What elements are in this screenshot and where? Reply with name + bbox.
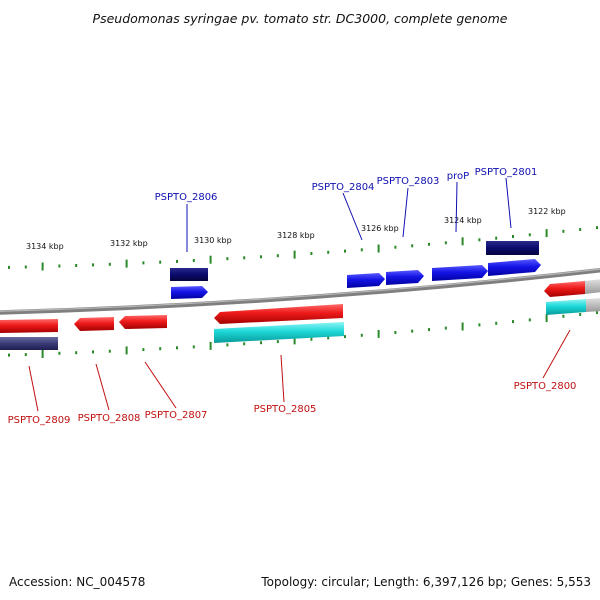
gene-arrow[interactable] xyxy=(0,319,58,333)
gene-arrow[interactable] xyxy=(432,265,488,281)
scale-labels: 3134 kbp 3132 kbp 3130 kbp 3128 kbp 3126… xyxy=(26,207,566,251)
gene-arrow[interactable] xyxy=(386,270,424,285)
reverse-gene-labels: PSPTO_2809 PSPTO_2808 PSPTO_2807 PSPTO_2… xyxy=(8,381,577,426)
scale-label: 3126 kbp xyxy=(361,224,399,233)
gene-arrow[interactable] xyxy=(488,259,541,276)
scale-label: 3122 kbp xyxy=(528,207,566,216)
inner-tick-ring xyxy=(8,311,598,358)
gene-label[interactable]: PSPTO_2804 xyxy=(312,182,375,193)
gene-box[interactable] xyxy=(214,322,344,343)
gene-label[interactable]: PSPTO_2809 xyxy=(8,415,71,426)
gene-arrow[interactable] xyxy=(171,286,208,299)
forward-cog-row xyxy=(170,241,539,281)
label-leaders xyxy=(28,177,571,412)
gene-label[interactable]: PSPTO_2805 xyxy=(254,404,317,415)
gene-label[interactable]: PSPTO_2807 xyxy=(145,410,208,421)
gene-label[interactable]: PSPTO_2801 xyxy=(475,167,538,178)
scale-label: 3134 kbp xyxy=(26,242,64,251)
gene-arrow[interactable] xyxy=(214,304,343,324)
gene-label[interactable]: PSPTO_2806 xyxy=(155,192,218,203)
scale-label: 3132 kbp xyxy=(110,239,148,248)
gene-arrow[interactable] xyxy=(544,281,585,297)
scale-label: 3124 kbp xyxy=(444,216,482,225)
gene-box[interactable] xyxy=(170,268,208,281)
genome-backbone xyxy=(0,268,600,315)
gene-label[interactable]: PSPTO_2803 xyxy=(377,176,440,187)
gene-arrow[interactable] xyxy=(74,317,114,331)
scale-label: 3130 kbp xyxy=(194,236,232,245)
genome-title: Pseudomonas syringae pv. tomato str. DC3… xyxy=(93,11,508,26)
gene-label[interactable]: PSPTO_2808 xyxy=(78,413,141,424)
gene-box xyxy=(586,298,600,312)
reverse-cog-row xyxy=(0,298,600,350)
gene-box[interactable] xyxy=(546,299,586,315)
gene-box[interactable] xyxy=(0,337,58,350)
gene-arrow[interactable] xyxy=(119,315,167,329)
forward-gene-row xyxy=(171,259,541,299)
gene-box[interactable] xyxy=(486,241,539,255)
genome-summary: Topology: circular; Length: 6,397,126 bp… xyxy=(260,575,591,589)
gene-label[interactable]: PSPTO_2800 xyxy=(514,381,577,392)
gene-arrow[interactable] xyxy=(347,273,385,288)
gene-arrow xyxy=(585,279,600,294)
scale-label: 3128 kbp xyxy=(277,231,315,240)
reverse-gene-row xyxy=(0,279,600,333)
outer-tick-ring xyxy=(8,226,598,271)
forward-gene-labels: PSPTO_2806 PSPTO_2804 PSPTO_2803 proP PS… xyxy=(155,167,538,203)
accession-label: Accession: NC_004578 xyxy=(9,575,145,589)
gene-label[interactable]: proP xyxy=(447,171,469,182)
